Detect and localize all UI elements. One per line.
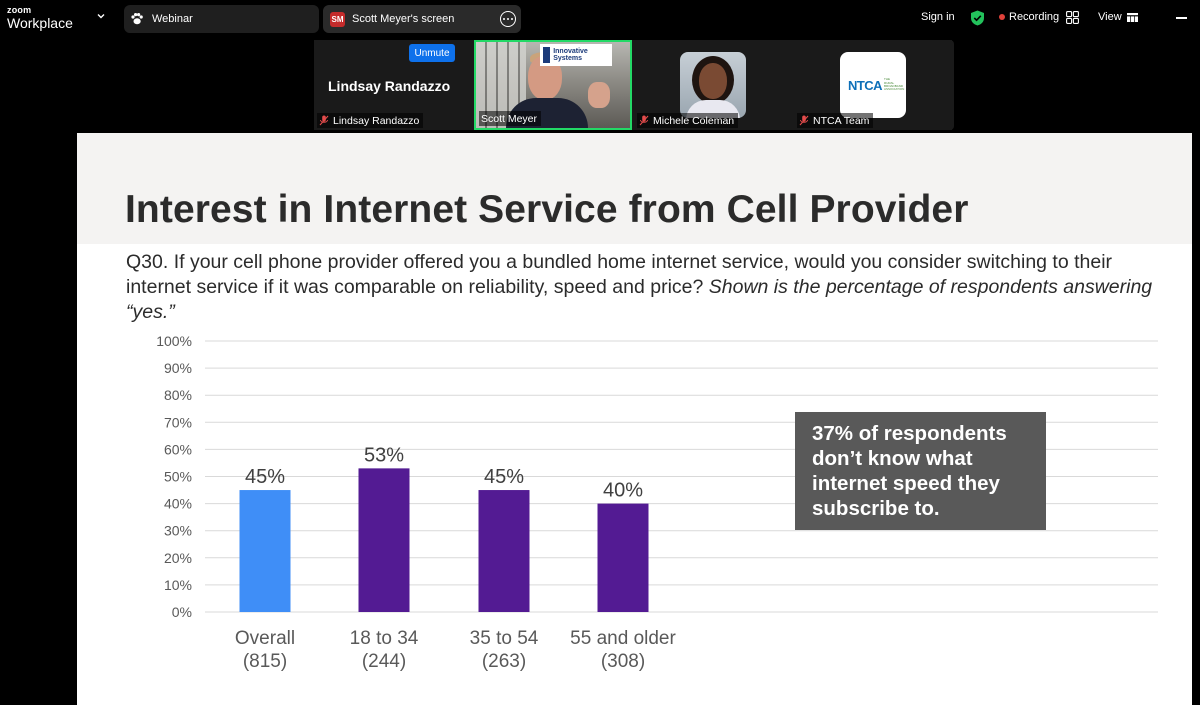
- participant-tile-scott[interactable]: Innovative Systems Scott Meyer: [474, 40, 632, 130]
- participant-name: Michele Coleman: [653, 114, 735, 127]
- brand-zoom: zoom: [7, 5, 32, 15]
- y-tick-label: 70%: [164, 414, 192, 430]
- participant-name-tag: NTCA Team: [797, 113, 874, 128]
- zoom-top-bar: zoom Workplace Webinar SM Scott Meyer's …: [0, 0, 1200, 38]
- x-tick-count: (244): [362, 651, 406, 672]
- x-tick-count: (815): [243, 651, 287, 672]
- recording-dot-icon: [999, 14, 1005, 20]
- bar-2: [358, 468, 410, 612]
- view-label: View: [1098, 11, 1122, 23]
- presenter-avatar: SM: [330, 11, 345, 27]
- participant-name-tag: Scott Meyer: [479, 111, 542, 126]
- more-options-icon[interactable]: [500, 11, 516, 27]
- sign-in-link[interactable]: Sign in: [921, 11, 955, 23]
- view-layout-icon: [1126, 12, 1138, 22]
- participant-name-tag: Michele Coleman: [637, 113, 739, 128]
- view-menu-button[interactable]: View: [1098, 11, 1138, 23]
- zoom-workplace-logo[interactable]: zoom Workplace: [7, 5, 73, 31]
- participant-tile-ntca[interactable]: NTCA THE RURAL BROADBAND ASSOCIATION NTC…: [794, 40, 952, 130]
- y-tick-label: 10%: [164, 577, 192, 593]
- slide-header: Interest in Internet Service from Cell P…: [77, 133, 1192, 244]
- bar-1: [239, 490, 291, 612]
- shield-check-icon[interactable]: [970, 10, 985, 26]
- x-tick-label: 18 to 34: [350, 628, 419, 649]
- brand-workplace: Workplace: [7, 15, 73, 31]
- participant-name: Lindsay Randazzo: [333, 114, 420, 127]
- bar-3: [478, 490, 530, 612]
- shared-slide: Interest in Internet Service from Cell P…: [77, 133, 1192, 705]
- x-tick-count: (263): [482, 651, 526, 672]
- y-tick-label: 90%: [164, 360, 192, 376]
- recording-label: Recording: [1009, 11, 1060, 23]
- y-tick-label: 60%: [164, 441, 192, 457]
- innovative-systems-logo: Innovative Systems: [540, 44, 612, 66]
- x-tick-label: 35 to 54: [470, 628, 539, 649]
- recording-indicator[interactable]: Recording: [999, 11, 1059, 23]
- callout-box: 37% of respondents don’t know what inter…: [795, 412, 1046, 530]
- slide-title: Interest in Internet Service from Cell P…: [125, 188, 969, 231]
- ntca-logo-sub: THE RURAL BROADBAND ASSOCIATION: [884, 77, 905, 92]
- x-tick-count: (308): [601, 651, 645, 672]
- participant-display-name: Lindsay Randazzo: [328, 78, 451, 94]
- participant-name-tag: Lindsay Randazzo: [317, 113, 424, 128]
- ntca-logo: NTCA THE RURAL BROADBAND ASSOCIATION: [840, 52, 906, 118]
- x-tick-label: 55 and older: [570, 628, 676, 649]
- logo-text: Innovative Systems: [553, 48, 588, 62]
- y-tick-label: 40%: [164, 496, 192, 512]
- x-tick-label: Overall: [235, 628, 295, 649]
- question-text: Q30. If your cell phone provider offered…: [126, 251, 1113, 298]
- mic-off-icon: [639, 115, 649, 126]
- participant-tile-lindsay[interactable]: Unmute Lindsay Randazzo Lindsay Randazzo: [314, 40, 472, 130]
- minimize-icon[interactable]: [1176, 17, 1187, 19]
- profile-photo: [680, 52, 746, 118]
- chevron-down-icon[interactable]: [96, 11, 106, 21]
- video-strip: Unmute Lindsay Randazzo Lindsay Randazzo…: [314, 40, 954, 130]
- participant-tile-michele[interactable]: Michele Coleman: [634, 40, 792, 130]
- bar-4: [597, 503, 649, 612]
- data-label: 40%: [603, 480, 643, 502]
- survey-question: Q30. If your cell phone provider offered…: [126, 250, 1156, 325]
- gallery-grid-icon[interactable]: [1066, 11, 1079, 24]
- paw-icon: [131, 13, 143, 25]
- data-label: 45%: [245, 466, 285, 488]
- ntca-logo-text: NTCA: [847, 77, 883, 93]
- tab-webinar-label: Webinar: [152, 13, 193, 25]
- participant-name: Scott Meyer: [481, 112, 538, 125]
- y-tick-label: 50%: [164, 469, 192, 485]
- y-tick-label: 100%: [156, 333, 192, 349]
- y-tick-label: 80%: [164, 387, 192, 403]
- question-note: Shown is the percentage of respondents a…: [126, 276, 1153, 323]
- y-tick-label: 30%: [164, 523, 192, 539]
- y-tick-label: 20%: [164, 550, 192, 566]
- unmute-button[interactable]: Unmute: [409, 44, 455, 62]
- participant-name: NTCA Team: [813, 114, 870, 127]
- data-label: 45%: [484, 466, 524, 488]
- mic-off-icon: [319, 115, 329, 126]
- tab-webinar[interactable]: Webinar: [124, 5, 319, 33]
- tab-shared-screen[interactable]: SM Scott Meyer's screen: [323, 5, 521, 33]
- tab-shared-screen-label: Scott Meyer's screen: [352, 13, 455, 25]
- data-label: 53%: [364, 444, 404, 466]
- y-tick-label: 0%: [172, 604, 192, 620]
- mic-off-icon: [799, 115, 809, 126]
